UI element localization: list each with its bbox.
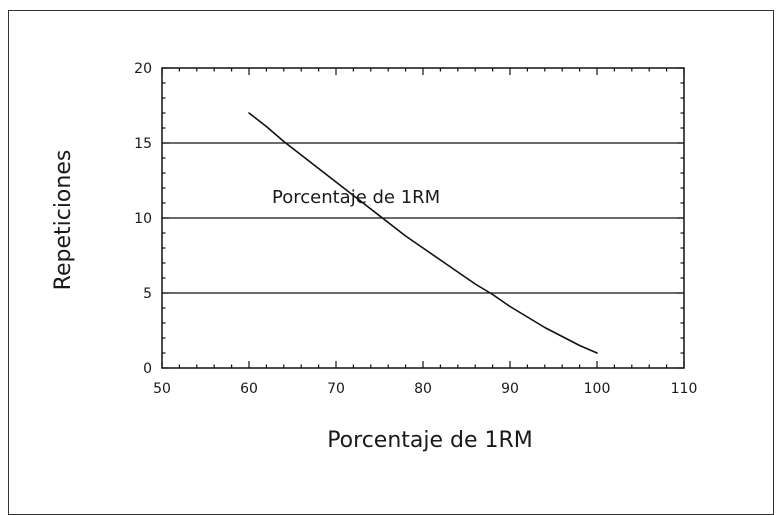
grid-lines	[162, 142, 684, 294]
x-tick-label: 70	[327, 381, 345, 397]
y-tick-label: 5	[143, 286, 152, 302]
x-tick-label: 90	[501, 381, 519, 397]
x-tick-label: 80	[414, 381, 432, 397]
y-tick-label: 0	[143, 361, 152, 377]
series-layer	[248, 112, 598, 354]
y-axis-title: Repeticiones	[51, 150, 76, 291]
axis-ticks	[161, 67, 685, 369]
tick-labels: 50 60 70 80 90 100 110 0 5 10 15 20	[134, 61, 697, 397]
y-tick-label: 15	[134, 136, 152, 152]
x-tick-label: 60	[240, 381, 258, 397]
x-tick-label: 50	[153, 381, 171, 397]
y-tick-label: 20	[134, 61, 152, 77]
y-tick-label: 10	[134, 211, 152, 227]
figure-frame	[8, 10, 774, 515]
x-tick-label: 110	[671, 381, 698, 397]
series-line-0	[248, 112, 598, 354]
x-tick-label: 100	[584, 381, 611, 397]
x-axis-title: Porcentaje de 1RM	[327, 428, 533, 453]
annotation-label: Porcentaje de 1RM	[272, 187, 440, 208]
